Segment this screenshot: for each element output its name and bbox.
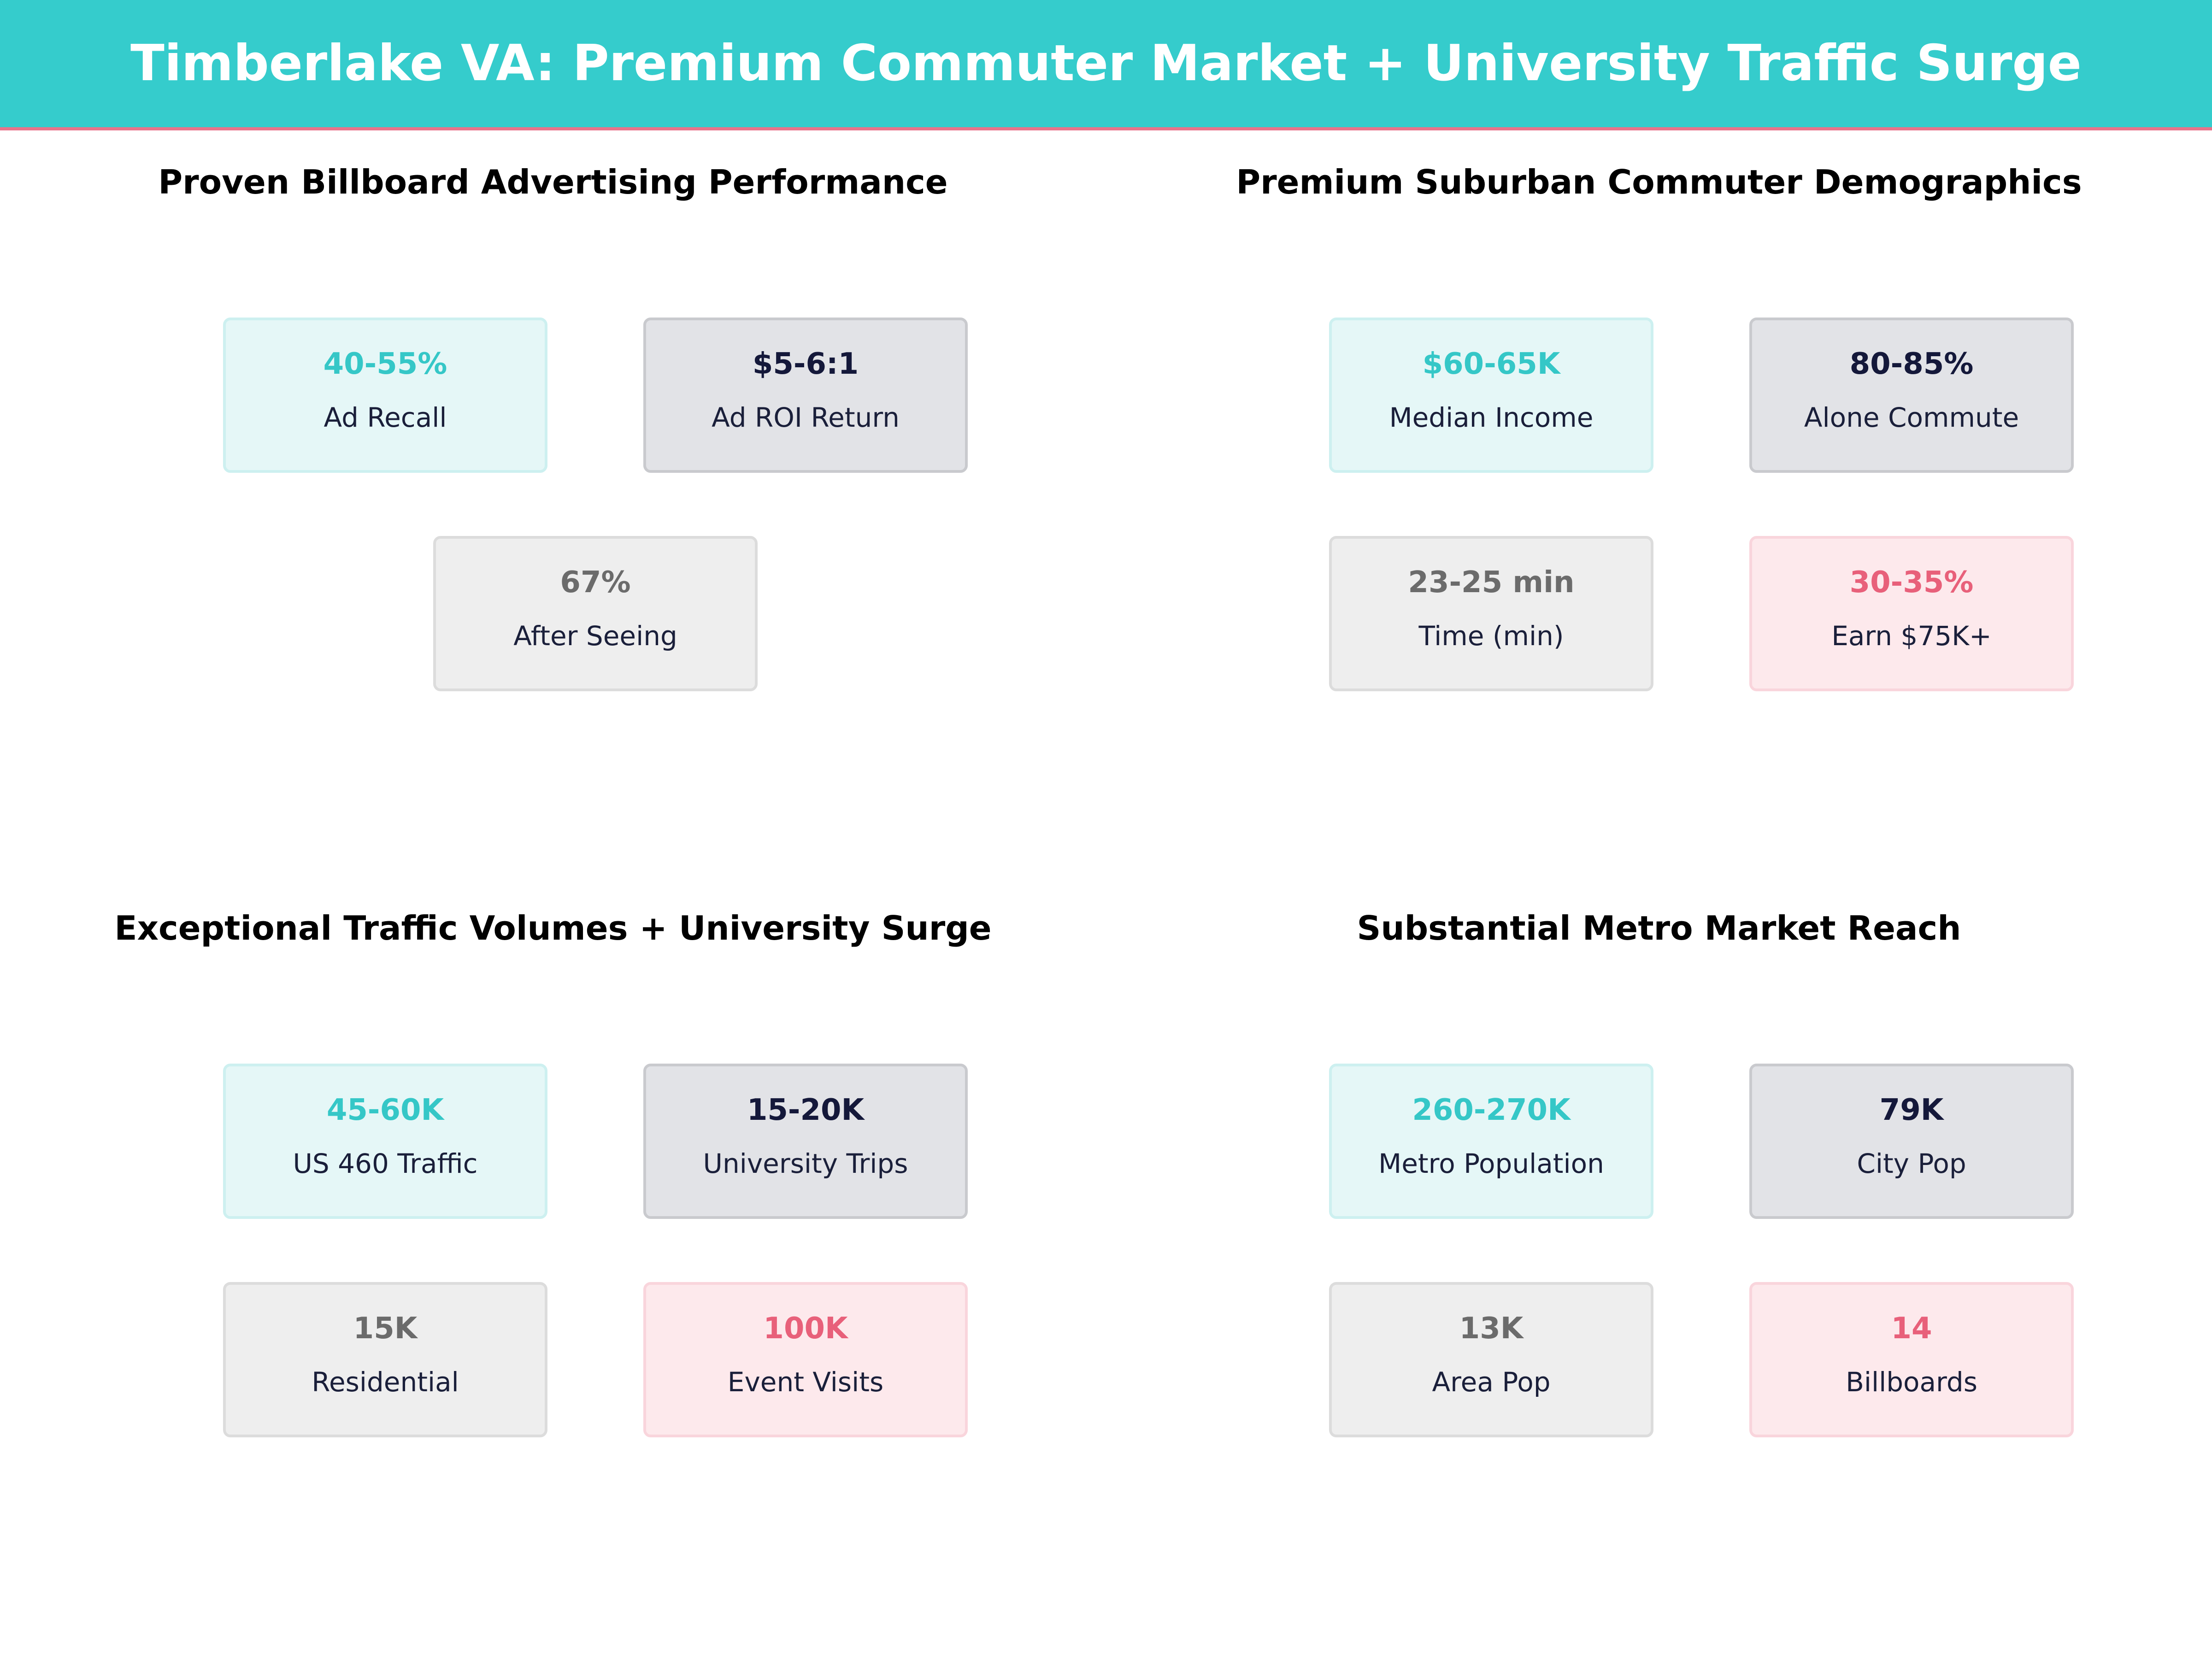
metric-value: 13K xyxy=(1459,1312,1524,1346)
metric-card: 45-60K US 460 Traffic xyxy=(223,1064,547,1219)
metric-card: 30-35% Earn $75K+ xyxy=(1749,536,2074,691)
metric-value: 260-270K xyxy=(1412,1093,1571,1127)
metric-value: 80-85% xyxy=(1849,347,1974,381)
metric-label: Event Visits xyxy=(727,1366,884,1398)
metric-card: 23-25 min Time (min) xyxy=(1329,536,1653,691)
metric-card: 260-270K Metro Population xyxy=(1329,1064,1653,1219)
metric-card: 14 Billboards xyxy=(1749,1282,2074,1437)
metric-label: Earn $75K+ xyxy=(1831,620,1992,652)
metric-card: 15K Residential xyxy=(223,1282,547,1437)
metric-value: 14 xyxy=(1891,1312,1932,1346)
metric-card: $5-6:1 Ad ROI Return xyxy=(643,318,968,473)
metric-card: 79K City Pop xyxy=(1749,1064,2074,1219)
metric-value: 23-25 min xyxy=(1408,565,1575,600)
metric-value: 40-55% xyxy=(323,347,447,381)
metric-label: US 460 Traffic xyxy=(293,1148,478,1179)
metric-label: Ad ROI Return xyxy=(712,402,900,433)
metric-value: 30-35% xyxy=(1849,565,1974,600)
metric-value: $5-6:1 xyxy=(752,347,859,381)
metric-card: 15-20K University Trips xyxy=(643,1064,968,1219)
metric-card: 40-55% Ad Recall xyxy=(223,318,547,473)
metric-label: Time (min) xyxy=(1418,620,1564,652)
page-title: Timberlake VA: Premium Commuter Market +… xyxy=(130,35,2082,92)
metric-value: 67% xyxy=(560,565,631,600)
metric-card: 13K Area Pop xyxy=(1329,1282,1653,1437)
metric-label: Metro Population xyxy=(1378,1148,1604,1179)
metric-value: 15K xyxy=(353,1312,418,1346)
metric-label: Ad Recall xyxy=(324,402,447,433)
metric-label: University Trips xyxy=(703,1148,908,1179)
header: Timberlake VA: Premium Commuter Market +… xyxy=(0,0,2212,130)
metric-value: 79K xyxy=(1879,1093,1944,1127)
metric-value: $60-65K xyxy=(1422,347,1560,381)
metric-card: 80-85% Alone Commute xyxy=(1749,318,2074,473)
metric-label: Area Pop xyxy=(1432,1366,1551,1398)
metric-label: Billboards xyxy=(1846,1366,1977,1398)
metric-label: After Seeing xyxy=(513,620,677,652)
metric-card: $60-65K Median Income xyxy=(1329,318,1653,473)
metric-value: 15-20K xyxy=(747,1093,865,1127)
metric-card: 100K Event Visits xyxy=(643,1282,968,1437)
metric-card: 67% After Seeing xyxy=(433,536,758,691)
section-title: Exceptional Traffic Volumes + University… xyxy=(114,909,992,947)
metric-label: Residential xyxy=(312,1366,459,1398)
metric-label: Median Income xyxy=(1389,402,1594,433)
section-title: Premium Suburban Commuter Demographics xyxy=(1236,163,2082,201)
metric-value: 100K xyxy=(763,1312,848,1346)
section-title: Proven Billboard Advertising Performance xyxy=(158,163,948,201)
metric-label: City Pop xyxy=(1857,1148,1966,1179)
section-title: Substantial Metro Market Reach xyxy=(1357,909,1961,947)
metric-value: 45-60K xyxy=(326,1093,444,1127)
metric-label: Alone Commute xyxy=(1804,402,2019,433)
